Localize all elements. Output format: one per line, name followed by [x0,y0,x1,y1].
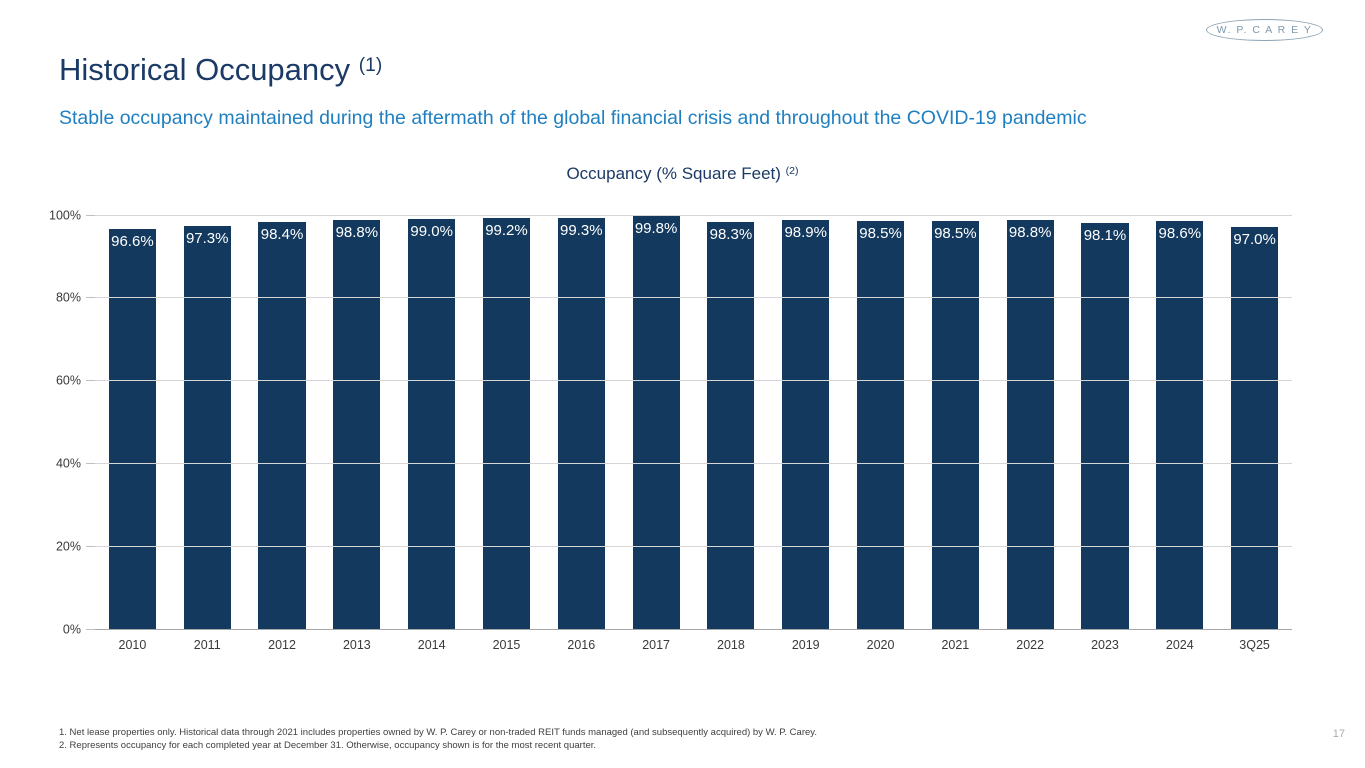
x-axis-label: 2014 [417,638,446,652]
bar-slot-2021: 98.5% [918,215,993,629]
bar-2013: 98.8% [333,219,381,629]
bar-value-label: 98.3% [709,226,753,244]
bar-2012: 98.4% [258,221,306,629]
x-axis-label: 2010 [118,638,147,652]
bar-3Q25: 97.0% [1231,227,1279,629]
bar-2011: 97.3% [183,226,231,629]
bar-slot-2018: 98.3% [694,215,769,629]
plot-area: 96.6% 97.3% 98.4% 98.8% 99.0% 99.2% 99.3% 99.8%… [49,209,1292,652]
bar-slot-3Q25: 97.0% [1217,215,1292,629]
page-subtitle: Stable occupancy maintained during the a… [59,107,1087,129]
bar-slot-2022: 98.8% [993,215,1068,629]
x-axis-label: 2012 [268,638,296,652]
bar-slot-2024: 98.6% [1142,215,1217,629]
y-axis-tick-40% [86,462,95,464]
x-axis-label: 3Q25 [1239,638,1270,652]
chart-title-text: Occupancy (% Square Feet) [566,164,781,183]
x-axis-label: 2021 [941,638,970,652]
bar-2010: 96.6% [108,229,156,629]
x-axis-label: 2020 [866,638,895,652]
x-axis-label: 2017 [642,638,670,652]
bar-2021: 98.5% [931,221,979,629]
bar-slot-2014: 99.0% [394,215,469,629]
bar-slot-2013: 98.8% [319,215,394,629]
footnote-1: 1. Net lease properties only. Historical… [59,727,817,738]
y-axis-label: 100% [49,207,81,222]
footnote-2: 2. Represents occupancy for each complet… [59,739,597,751]
x-axis-label: 2023 [1091,638,1119,652]
footnotes: 1. Net lease properties only. Historical… [59,727,817,752]
bar-value-label: 98.1% [1083,226,1127,244]
bar-slot-2017: 99.8% [619,215,694,629]
bar-slot-2016: 99.3% [544,215,619,629]
bar-2018: 98.3% [707,222,755,629]
y-axis-tick-0% [86,628,95,630]
chart-title: Occupancy (% Square Feet) (2) [0,164,1365,184]
bar-2024: 98.6% [1156,220,1204,629]
bar-value-label: 99.3% [560,221,603,239]
bar-value-label: 98.8% [335,223,379,241]
y-axis-tick-100% [86,214,95,216]
bar-value-label: 98.4% [260,225,304,243]
bar-2015: 99.2% [482,218,531,629]
bar-2016: 99.3% [557,217,605,629]
bar-slot-2011: 97.3% [170,215,245,629]
bar-2022: 98.8% [1006,219,1054,629]
bar-value-label: 99.8% [634,219,678,237]
y-axis-label: 80% [55,290,81,305]
y-axis-tick-20% [86,545,95,547]
y-axis-label: 60% [55,373,81,388]
bar-slot-2012: 98.4% [245,215,320,629]
gridline-40% [95,462,1292,464]
bar-value-label: 99.2% [485,222,528,240]
bar-value-label: 98.9% [784,223,827,241]
gridline-60% [95,380,1292,382]
x-axis-label: 2018 [717,638,745,652]
wp-carey-logo: W. P. C A R E Y [1206,19,1323,41]
page-number: 17 [1332,728,1345,740]
gridline-80% [95,297,1292,299]
y-axis-tick-80% [86,297,95,299]
bar-value-label: 98.5% [859,225,902,243]
bar-value-label: 98.6% [1158,224,1202,242]
x-axis: 2010 2011 2012 2013 2014 2015 2016 2017 2018 2019… [95,638,1292,652]
bar-2020: 98.5% [856,221,905,629]
y-axis-label: 20% [55,538,81,553]
bar-2023: 98.1% [1081,222,1129,629]
page-title: Historical Occupancy (1) [59,52,382,88]
bar-slot-2019: 98.9% [768,215,843,629]
y-axis-label: 0% [62,621,81,636]
bar-slot-2015: 99.2% [469,215,544,629]
bar-value-label: 97.0% [1233,231,1276,249]
bar-value-label: 99.0% [410,223,453,241]
logo-text: W. P. C A R E Y [1216,24,1313,36]
bar-value-label: 98.5% [934,225,977,243]
gridline-20% [95,545,1292,547]
bar-slot-2010: 96.6% [95,215,170,629]
x-axis-label: 2013 [342,638,371,652]
gridline-100% [95,214,1292,216]
bar-value-label: 98.8% [1008,223,1052,241]
bar-2017: 99.8% [632,215,680,629]
page-title-text: Historical Occupancy [59,52,351,87]
bars-row: 96.6% 97.3% 98.4% 98.8% 99.0% 99.2% 99.3% 99.8%… [95,215,1292,629]
x-axis-label: 2022 [1016,638,1045,652]
bar-value-label: 96.6% [111,233,154,251]
bar-2014: 99.0% [408,219,456,629]
bar-slot-2020: 98.5% [843,215,918,629]
chart-title-footnote-marker: (2) [785,165,799,178]
x-axis-label: 2024 [1165,638,1194,652]
x-axis-label: 2016 [567,638,596,652]
bar-value-label: 97.3% [185,230,229,248]
y-axis-label: 40% [55,456,81,471]
x-axis-label: 2011 [193,638,221,652]
title-footnote-marker: (1) [358,55,383,77]
y-axis-tick-60% [86,380,95,382]
bar-slot-2023: 98.1% [1068,215,1143,629]
x-axis-label: 2015 [492,638,521,652]
bar-2019: 98.9% [782,219,830,629]
x-axis-label: 2019 [791,638,820,652]
